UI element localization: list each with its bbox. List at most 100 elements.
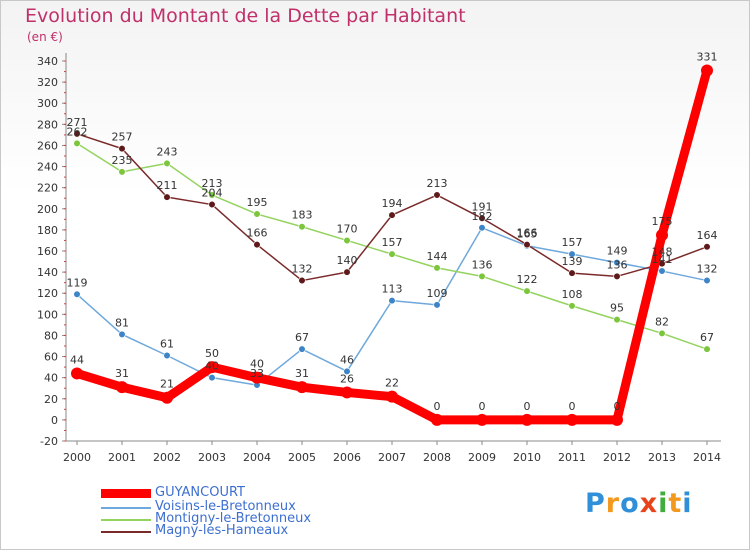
data-label-voisins-le-bretonneux: 46	[340, 353, 354, 366]
data-point-montigny-le-bretonneux	[298, 223, 306, 231]
x-tick-label: 2002	[153, 451, 181, 464]
y-tick-label: 300	[37, 97, 58, 110]
data-label-voisins-le-bretonneux: 157	[562, 236, 583, 249]
data-point-montigny-le-bretonneux	[478, 272, 486, 280]
data-point-montigny-le-bretonneux	[658, 329, 666, 337]
y-tick-label: 20	[44, 393, 58, 406]
legend-swatch	[101, 531, 151, 533]
x-tick-label: 2004	[243, 451, 271, 464]
y-tick-label: 240	[37, 161, 58, 174]
data-label-voisins-le-bretonneux: 33	[250, 367, 264, 380]
logo-letter: t	[668, 488, 683, 519]
logo-letter: P	[585, 488, 606, 519]
data-label-voisins-le-bretonneux: 40	[205, 360, 219, 373]
y-tick-label: 220	[37, 182, 58, 195]
data-point-voisins-le-bretonneux	[388, 297, 396, 305]
data-point-montigny-le-bretonneux	[703, 345, 711, 353]
legend-label: Voisins-le-Bretonneux	[155, 499, 296, 514]
data-label-montigny-le-bretonneux: 183	[292, 209, 313, 222]
data-label-magny-les-hameaux: 204	[202, 187, 223, 200]
x-tick-label: 2009	[468, 451, 496, 464]
data-point-magny-les-hameaux	[343, 268, 351, 276]
data-point-guyancourt	[656, 229, 668, 242]
legend-label: Magny-les-Hameaux	[155, 523, 289, 538]
data-point-montigny-le-bretonneux	[388, 250, 396, 258]
data-label-magny-les-hameaux: 166	[247, 227, 268, 240]
x-tick-label: 2012	[603, 451, 631, 464]
y-tick-label: 180	[37, 224, 58, 237]
data-point-guyancourt	[71, 367, 83, 380]
chart-unit-label: (en €)	[27, 30, 63, 44]
legend-swatch	[101, 489, 151, 498]
data-point-voisins-le-bretonneux	[703, 276, 711, 285]
legend-label: Montigny-le-Bretonneux	[155, 511, 312, 526]
x-tick-label: 2010	[513, 451, 541, 464]
data-label-magny-les-hameaux: 164	[697, 229, 718, 242]
data-point-voisins-le-bretonneux	[433, 301, 441, 309]
data-point-guyancourt	[206, 361, 218, 374]
data-label-magny-les-hameaux: 213	[427, 177, 448, 190]
data-point-guyancourt	[566, 413, 578, 426]
data-point-magny-les-hameaux	[478, 214, 486, 222]
data-point-magny-les-hameaux	[568, 269, 576, 277]
data-point-montigny-le-bretonneux	[208, 191, 216, 199]
proxiti-logo: Proxiti	[585, 488, 693, 519]
x-tick-label: 2006	[333, 451, 361, 464]
data-label-montigny-le-bretonneux: 82	[655, 315, 669, 328]
data-label-guyancourt: 0	[479, 400, 486, 413]
data-label-guyancourt: 0	[569, 400, 576, 413]
data-label-voisins-le-bretonneux: 165	[517, 228, 538, 241]
data-label-voisins-le-bretonneux: 113	[382, 283, 403, 296]
data-label-guyancourt: 0	[524, 400, 531, 413]
x-tick-label: 2013	[648, 451, 676, 464]
x-tick-label: 2011	[558, 451, 586, 464]
y-tick-label: 120	[37, 287, 58, 300]
data-point-guyancourt	[116, 381, 128, 394]
y-tick-label: 320	[37, 76, 58, 89]
data-label-magny-les-hameaux: 136	[607, 258, 628, 271]
data-point-voisins-le-bretonneux	[163, 351, 171, 360]
y-tick-label: 200	[37, 203, 58, 216]
data-label-guyancourt: 21	[160, 378, 174, 391]
data-label-magny-les-hameaux: 211	[157, 179, 178, 192]
legend-swatch	[101, 519, 151, 521]
data-label-montigny-le-bretonneux: 122	[517, 273, 538, 286]
data-label-montigny-le-bretonneux: 144	[427, 250, 448, 263]
data-label-guyancourt: 50	[205, 347, 219, 360]
data-point-montigny-le-bretonneux	[73, 139, 81, 147]
data-label-magny-les-hameaux: 271	[67, 116, 88, 129]
x-tick-label: 2005	[288, 451, 316, 464]
data-point-magny-les-hameaux	[613, 272, 621, 280]
data-point-guyancourt	[476, 413, 488, 426]
data-label-magny-les-hameaux: 139	[562, 255, 583, 268]
data-label-magny-les-hameaux: 148	[652, 246, 673, 259]
data-label-voisins-le-bretonneux: 132	[697, 263, 718, 276]
data-point-guyancourt	[386, 390, 398, 403]
data-label-magny-les-hameaux: 194	[382, 197, 403, 210]
y-tick-label: 260	[37, 139, 58, 152]
data-label-voisins-le-bretonneux: 119	[67, 276, 88, 289]
data-label-montigny-le-bretonneux: 95	[610, 302, 624, 315]
x-tick-label: 2001	[108, 451, 136, 464]
data-point-guyancourt	[251, 371, 263, 384]
data-point-montigny-le-bretonneux	[613, 316, 621, 324]
data-label-guyancourt: 175	[652, 215, 673, 228]
y-tick-label: 80	[44, 329, 58, 342]
logo-letter: o	[620, 488, 640, 519]
data-point-voisins-le-bretonneux	[298, 345, 306, 353]
x-tick-label: 2014	[693, 451, 721, 464]
data-point-voisins-le-bretonneux	[343, 367, 351, 375]
data-label-voisins-le-bretonneux: 67	[295, 331, 309, 344]
data-label-montigny-le-bretonneux: 67	[700, 331, 714, 344]
data-point-guyancourt	[521, 413, 533, 426]
data-point-magny-les-hameaux	[298, 276, 306, 285]
y-tick-label: 160	[37, 245, 58, 258]
data-label-magny-les-hameaux: 140	[337, 254, 358, 267]
data-label-montigny-le-bretonneux: 136	[472, 258, 493, 271]
legend-swatch	[101, 507, 151, 509]
data-label-magny-les-hameaux: 257	[112, 131, 133, 144]
y-tick-label: -20	[40, 435, 58, 448]
x-tick-label: 2008	[423, 451, 451, 464]
data-point-montigny-le-bretonneux	[253, 210, 261, 218]
data-label-montigny-le-bretonneux: 170	[337, 222, 358, 235]
